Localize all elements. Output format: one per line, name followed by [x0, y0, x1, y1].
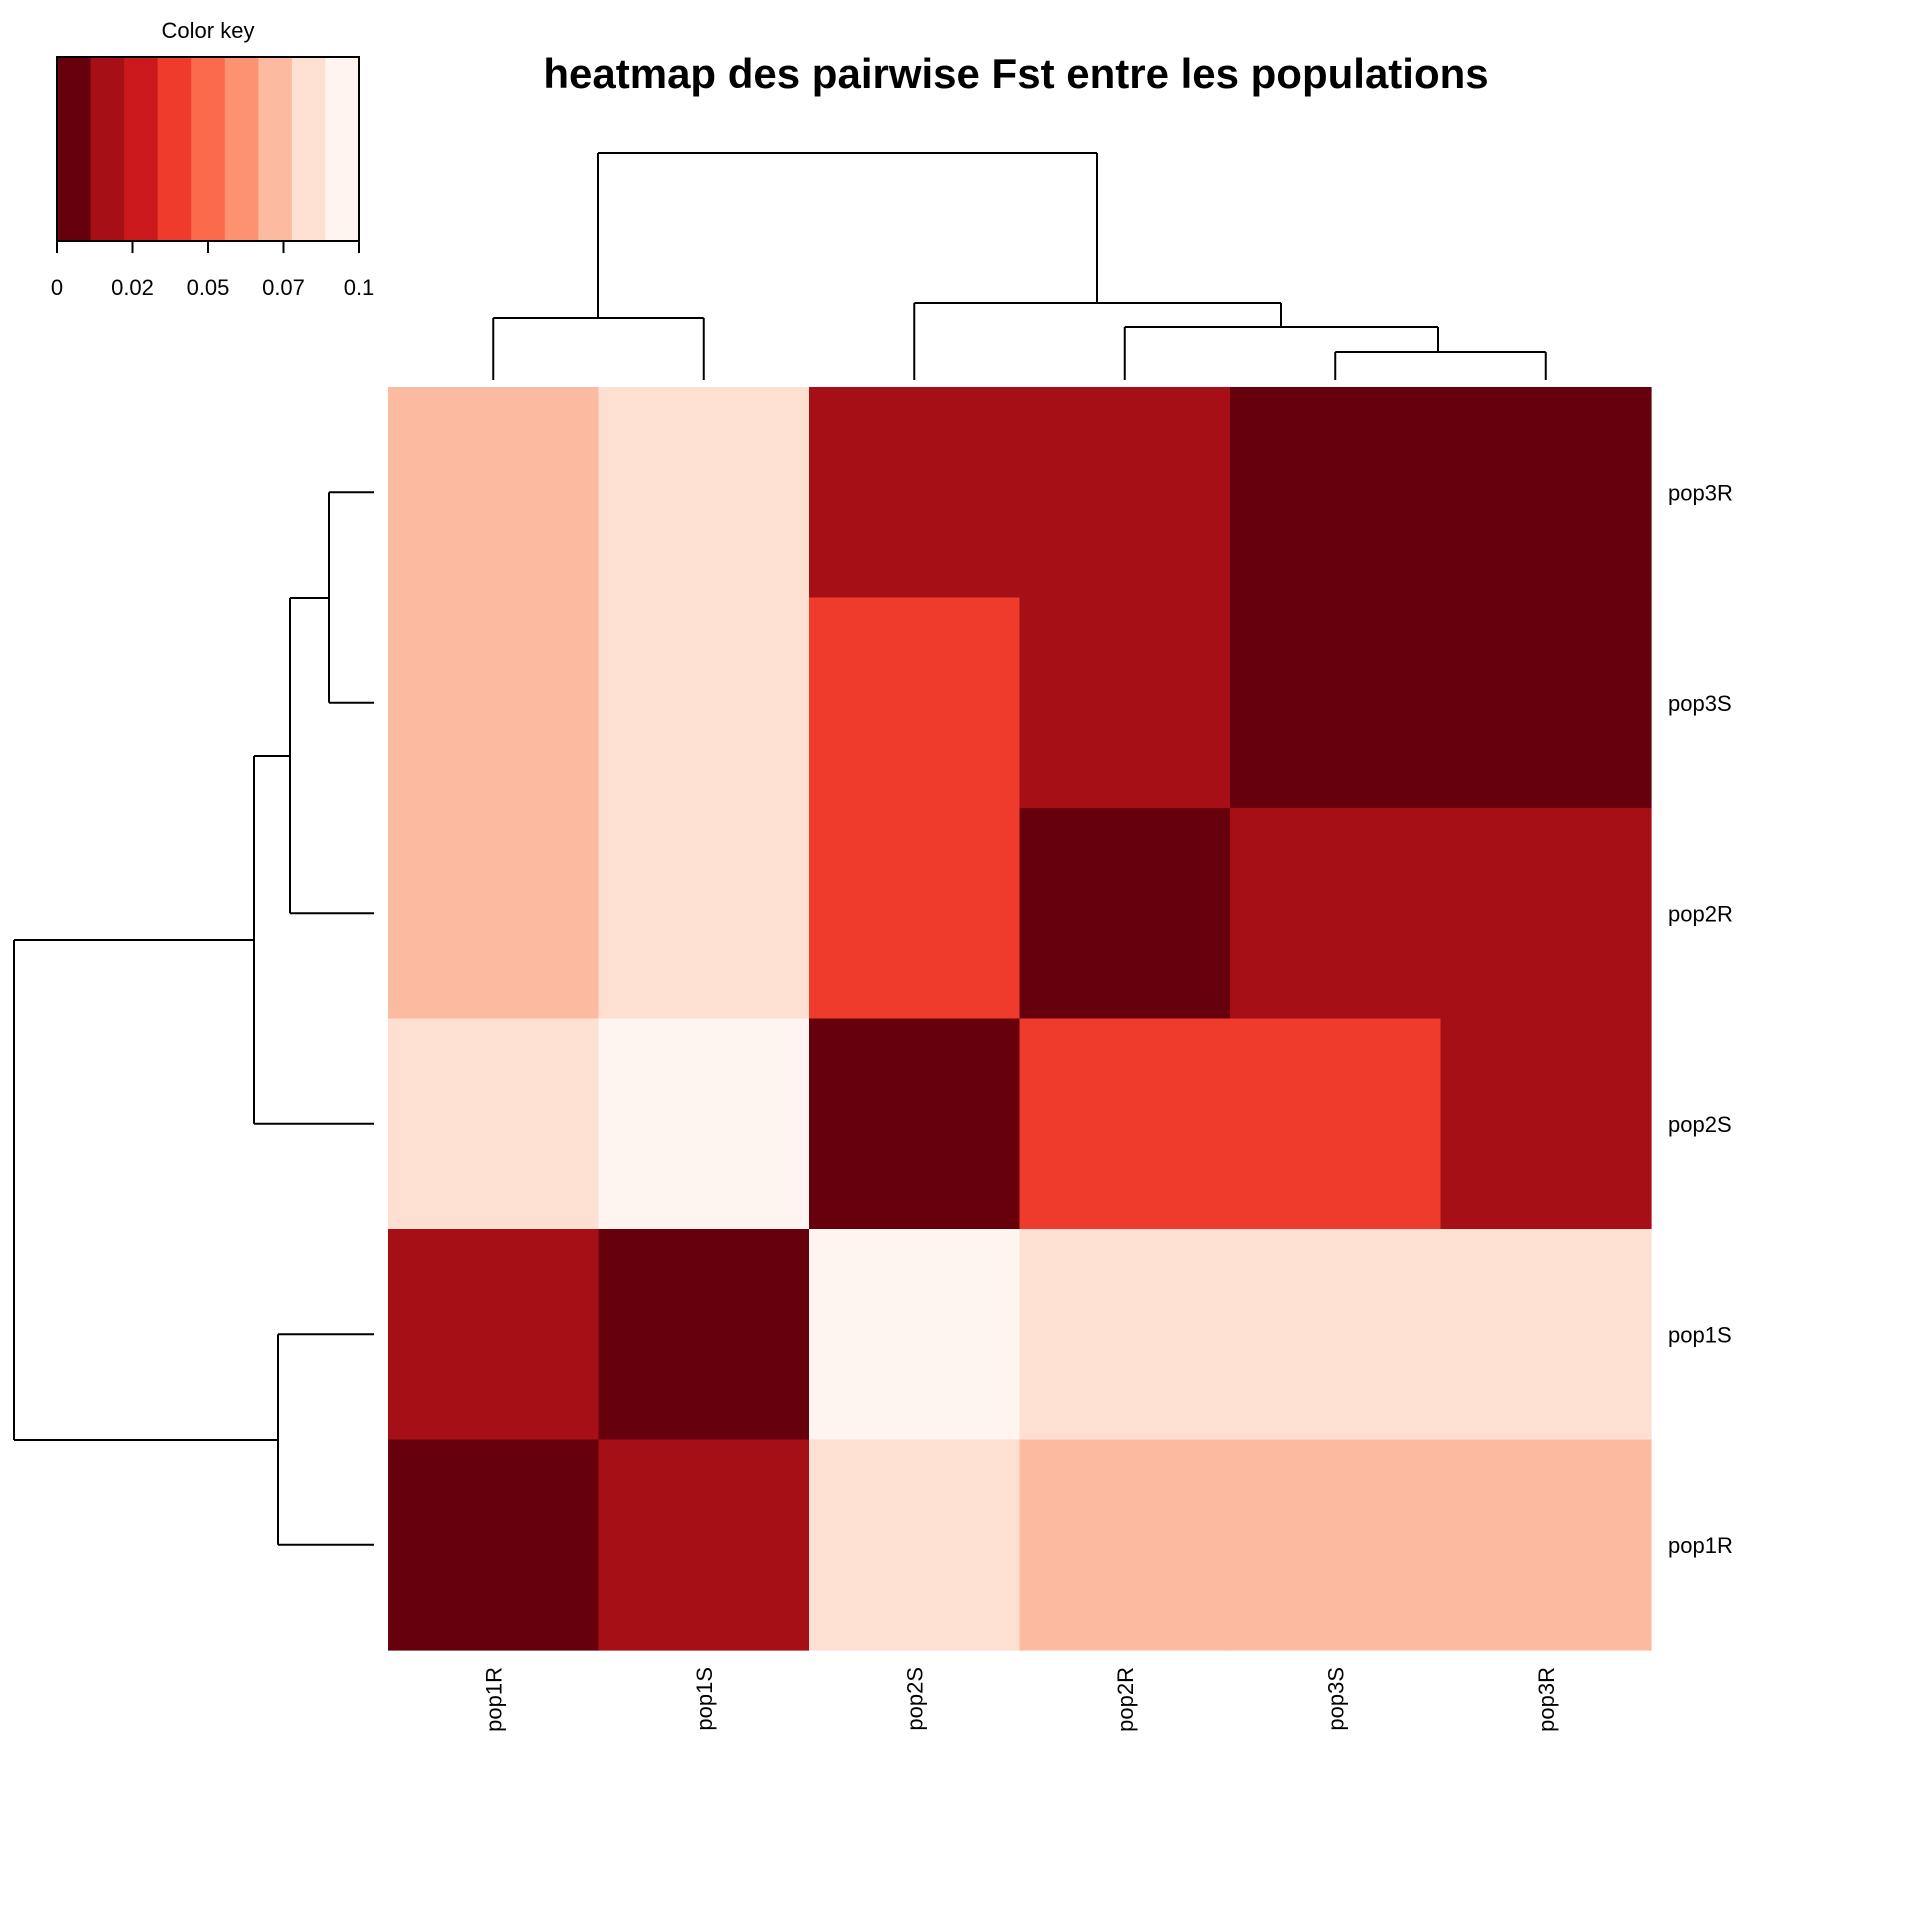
heatmap-cell-pop2S-pop1S — [598, 1018, 810, 1230]
heatmap-cell-pop2R-pop2R — [1019, 808, 1231, 1020]
color-key-swatch — [291, 57, 326, 241]
heatmap-cell-pop3R-pop3R — [1440, 387, 1652, 599]
heatmap-cell-pop1R-pop2R — [1019, 1439, 1231, 1651]
heatmap-cell-pop1S-pop3S — [1230, 1229, 1442, 1441]
heatmap-cell-pop3S-pop2R — [1019, 597, 1231, 809]
heatmap-cell-pop3S-pop1R — [388, 597, 600, 809]
heatmap-cell-pop2R-pop1R — [388, 808, 600, 1020]
color-key-swatch — [325, 57, 360, 241]
heatmap-cell-pop2S-pop3S — [1230, 1018, 1442, 1230]
row-label-pop3S: pop3S — [1668, 691, 1732, 716]
heatmap-cell-pop2R-pop3S — [1230, 808, 1442, 1020]
color-key-tick-label: 0.02 — [111, 275, 154, 300]
color-key-swatch — [124, 57, 159, 241]
column-label-pop3S: pop3S — [1323, 1667, 1348, 1731]
heatmap-cell-pop2R-pop2S — [809, 808, 1021, 1020]
heatmap-cell-pop1R-pop2S — [809, 1439, 1021, 1651]
row-label-pop2R: pop2R — [1668, 901, 1733, 926]
column-label-pop3R: pop3R — [1534, 1667, 1559, 1732]
color-key-swatch — [224, 57, 259, 241]
chart-title: heatmap des pairwise Fst entre les popul… — [543, 50, 1488, 97]
row-label-pop3R: pop3R — [1668, 480, 1733, 505]
heatmap-cell-pop1S-pop3R — [1440, 1229, 1652, 1441]
row-label-pop1S: pop1S — [1668, 1322, 1732, 1347]
heatmap-cell-pop3R-pop1R — [388, 387, 600, 599]
heatmap-cell-pop1R-pop1S — [598, 1439, 810, 1651]
row-labels: pop3R pop3S pop2R pop2S pop1S pop1R — [1668, 480, 1733, 1558]
heatmap-cell-pop3R-pop2S — [809, 387, 1021, 599]
heatmap-cell-pop2R-pop3R — [1440, 808, 1652, 1020]
heatmap-cell-pop1S-pop1R — [388, 1229, 600, 1441]
heatmap-cell-pop2S-pop2S — [809, 1018, 1021, 1230]
heatmap-cell-pop1S-pop2S — [809, 1229, 1021, 1441]
heatmap-cell-pop1R-pop3S — [1230, 1439, 1442, 1651]
heatmap-cell-pop3S-pop3S — [1230, 597, 1442, 809]
heatmap-cell-pop3R-pop1S — [598, 387, 810, 599]
heatmap-cell-pop2S-pop3R — [1440, 1018, 1652, 1230]
row-dendrogram — [13, 491, 374, 1546]
column-dendrogram — [492, 152, 1547, 380]
color-key-tick-label: 0.1 — [344, 275, 375, 300]
heatmap-cells — [388, 387, 1652, 1651]
color-key: Color key 0 0.02 0.05 0.07 0.1 — [51, 18, 374, 300]
color-key-swatch — [57, 57, 92, 241]
color-key-tick-label: 0 — [51, 275, 63, 300]
heatmap-cell-pop1R-pop3R — [1440, 1439, 1652, 1651]
color-key-tick-label: 0.07 — [262, 275, 305, 300]
heatmap-cell-pop3S-pop2S — [809, 597, 1021, 809]
heatmap-cell-pop2R-pop1S — [598, 808, 810, 1020]
heatmap-cell-pop1S-pop1S — [598, 1229, 810, 1441]
heatmap-cell-pop1R-pop1R — [388, 1439, 600, 1651]
color-key-title: Color key — [162, 18, 255, 43]
column-label-pop2S: pop2S — [902, 1667, 927, 1731]
column-label-pop1S: pop1S — [692, 1667, 717, 1731]
heatmap-cell-pop3R-pop3S — [1230, 387, 1442, 599]
heatmap-cell-pop2S-pop2R — [1019, 1018, 1231, 1230]
color-key-tick-label: 0.05 — [187, 275, 230, 300]
row-label-pop1R: pop1R — [1668, 1533, 1733, 1558]
heatmap-cell-pop1S-pop2R — [1019, 1229, 1231, 1441]
column-labels: pop1R pop1S pop2S pop2R pop3S pop3R — [481, 1667, 1559, 1732]
color-key-swatch — [157, 57, 192, 241]
column-label-pop1R: pop1R — [481, 1667, 506, 1732]
heatmap-cell-pop3S-pop1S — [598, 597, 810, 809]
color-key-swatch — [90, 57, 125, 241]
heatmap-cell-pop3R-pop2R — [1019, 387, 1231, 599]
heatmap-cell-pop2S-pop1R — [388, 1018, 600, 1230]
color-key-swatch — [191, 57, 226, 241]
heatmap-cell-pop3S-pop3R — [1440, 597, 1652, 809]
column-label-pop2R: pop2R — [1113, 1667, 1138, 1732]
color-key-swatch — [258, 57, 293, 241]
row-label-pop2S: pop2S — [1668, 1112, 1732, 1137]
